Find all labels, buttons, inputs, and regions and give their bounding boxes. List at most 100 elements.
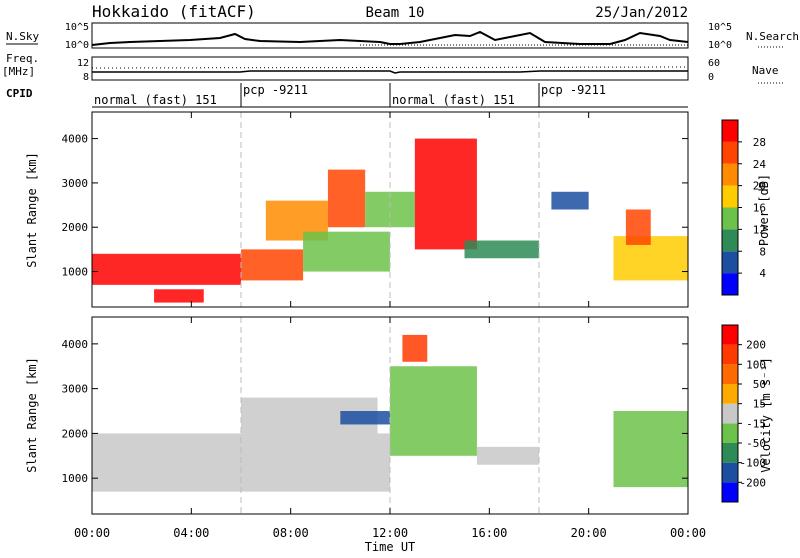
freq-label-1: Freq.	[6, 52, 39, 65]
power-region-12	[625, 209, 651, 245]
velocity-region-5	[402, 334, 428, 362]
velocity-cbar-tick-label-1: 200	[746, 339, 766, 352]
power-ytick-label-3000: 3000	[62, 177, 89, 190]
freq-tick-top-left: 12	[77, 58, 89, 69]
power-cbar-tick-label-4: 16	[753, 202, 766, 215]
velocity-panel: 1000 2000 3000 4000 Slant Range [km] 200 100…	[25, 316, 773, 515]
velocity-colorbar-swatch-6	[722, 384, 738, 404]
freq-label-2: [MHz]	[2, 65, 35, 78]
nave-label: Nave	[752, 64, 779, 77]
xtick-label-1: 00:00	[74, 526, 110, 540]
freq-tick-bottom-left: 8	[83, 72, 89, 83]
nsearch-label: N.Search	[746, 30, 799, 43]
nave-dotted	[91, 66, 689, 69]
power-cbar-tick-label-3: 12	[753, 223, 766, 236]
velocity-cbar-tick-label-2: 100	[746, 358, 766, 371]
power-colorbar-swatch-8	[722, 120, 738, 142]
velocity-colorbar-frame	[721, 324, 739, 503]
velocity-cbar-tick-label-6: -50	[746, 437, 766, 450]
power-cbar-tick-label-7: 28	[753, 136, 766, 149]
cpid-label: CPID	[6, 87, 33, 100]
velocity-cbar-label: Velocity [m s⁻¹]	[759, 357, 773, 473]
power-colorbar: 4 8 12 16 20 24 28	[721, 119, 767, 296]
velocity-cbar-tick-label-7: -100	[740, 457, 767, 470]
velocity-colorbar-swatch-3	[722, 443, 738, 463]
freq-tick-bottom-right: 0	[708, 72, 714, 83]
power-ylabel: Slant Range [km]	[25, 152, 39, 268]
velocity-cbar-tick-label-4: 15	[753, 398, 766, 411]
power-colorbar-swatch-1	[722, 273, 738, 295]
power-region-1	[92, 253, 241, 285]
velocity-cbar-tick-label-5: -15	[746, 417, 766, 430]
xtick-label-3: 08:00	[273, 526, 309, 540]
power-region-9	[464, 240, 539, 259]
velocity-y-axis: 1000 2000 3000 4000	[62, 338, 688, 485]
xtick-label-4: 12:00	[372, 526, 408, 540]
xtick-label-5: 16:00	[471, 526, 507, 540]
cpid-segment-1: normal (fast) 151	[94, 93, 217, 107]
velocity-colorbar: 200 100 50 15 -15 -50 -100 -200	[721, 324, 767, 503]
velocity-colorbar-swatch-4	[722, 423, 738, 443]
power-ytick-label-2000: 2000	[62, 221, 89, 234]
freq-frame	[91, 56, 689, 81]
freq-trace	[92, 70, 688, 74]
velocity-region-7	[613, 411, 688, 488]
nsky-frame	[91, 22, 689, 49]
velocity-cbar-tick-label-8: -200	[740, 476, 767, 489]
velocity-cells	[92, 317, 688, 514]
xtick-label-2: 04:00	[173, 526, 209, 540]
power-cells	[92, 112, 688, 307]
nsky-trace	[91, 30, 689, 46]
velocity-ytick-label-4000: 4000	[62, 338, 89, 351]
velocity-ytick-label-1000: 1000	[62, 472, 89, 485]
power-panel: 1000 2000 3000 4000 Slant Range [km] 4 8 12 16…	[25, 111, 771, 308]
velocity-region-3	[340, 411, 390, 425]
velocity-colorbar-swatch-5	[722, 403, 738, 424]
velocity-colorbar-swatch-7	[722, 364, 738, 384]
power-cbar-label: Power [dB]	[757, 174, 771, 246]
power-colorbar-swatch-7	[722, 141, 738, 164]
power-region-5	[303, 231, 390, 272]
date-title: 25/Jan/2012	[595, 5, 688, 21]
velocity-colorbar-swatch-2	[722, 462, 738, 483]
nsky-tick-bottom-left: 10^0	[65, 40, 89, 51]
velocity-colorbar-swatch-1	[722, 482, 738, 502]
velocity-colorbar-swatch-8	[722, 344, 738, 365]
cpid-segment-4: pcp -9211	[541, 83, 606, 97]
cpid-segment-2: pcp -9211	[243, 83, 308, 97]
station-title: Hokkaido (fitACF)	[92, 2, 256, 21]
power-region-10	[551, 191, 589, 210]
velocity-region-6	[476, 446, 539, 465]
velocity-region-4	[390, 366, 477, 456]
power-region-6	[327, 169, 366, 228]
xtick-label-6: 20:00	[571, 526, 607, 540]
time-axis: 00:00 04:00 08:00 12:00 16:00 20:00 00:00	[74, 112, 706, 540]
power-colorbar-swatch-5	[722, 185, 738, 208]
power-colorbar-swatch-4	[722, 207, 738, 230]
cpid-bar: CPID normal (fast) 151 pcp -9211 normal …	[6, 83, 688, 108]
beam-title: Beam 10	[365, 5, 424, 21]
nsky-tick-bottom-right: 10^0	[708, 40, 732, 51]
power-cbar-tick-label-6: 24	[753, 158, 767, 171]
velocity-ylabel: Slant Range [km]	[25, 357, 39, 473]
time-axis-label: Time UT	[365, 540, 416, 554]
freq-panel: Freq. [MHz] 12 8 60 0 Nave	[2, 52, 784, 84]
power-ytick-label-1000: 1000	[62, 266, 89, 279]
power-cbar-tick-label-1: 4	[759, 267, 766, 280]
power-ytick-label-4000: 4000	[62, 133, 89, 146]
power-colorbar-swatch-2	[722, 251, 738, 274]
velocity-colorbar-swatch-9	[722, 325, 738, 345]
nsky-label: N.Sky	[6, 30, 39, 43]
nsky-tick-top-right: 10^5	[708, 22, 732, 33]
power-region-8	[414, 138, 477, 250]
cpid-segment-3: normal (fast) 151	[392, 93, 515, 107]
freq-tick-top-right: 60	[708, 58, 720, 69]
power-y-axis: 1000 2000 3000 4000	[62, 133, 688, 279]
power-cbar-tick-label-5: 20	[753, 180, 766, 193]
velocity-ytick-label-2000: 2000	[62, 427, 89, 440]
power-cbar-tick-label-2: 8	[759, 245, 766, 258]
velocity-cbar-tick-label-3: 50	[753, 378, 766, 391]
nsky-panel: N.Sky 10^5 10^0 10^5 10^0 N.Search	[6, 22, 799, 51]
velocity-ytick-label-3000: 3000	[62, 383, 89, 396]
power-colorbar-swatch-6	[722, 163, 738, 186]
